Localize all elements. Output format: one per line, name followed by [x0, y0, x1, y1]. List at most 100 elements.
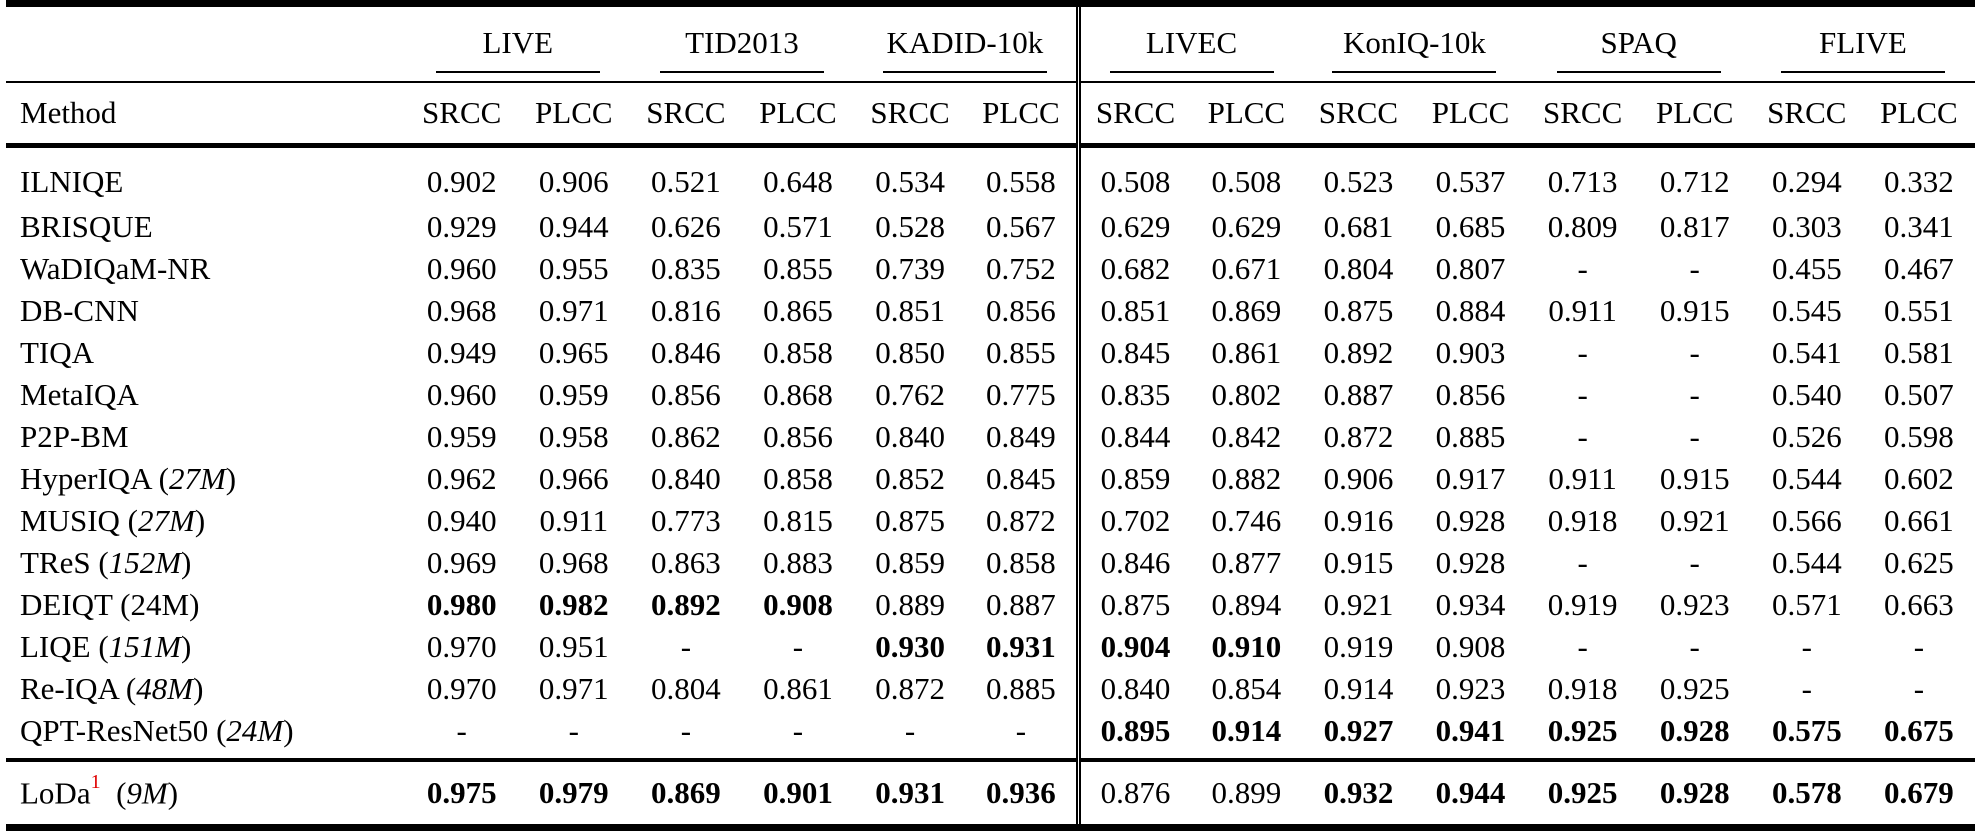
method-name: P2P-BM	[20, 419, 129, 454]
score-cell: 0.762	[875, 377, 945, 412]
empty-header-cell	[6, 4, 406, 83]
score-cell: -	[1913, 671, 1925, 706]
paren-close: )	[181, 629, 192, 664]
score-cell: 0.865	[763, 293, 833, 328]
score-cell: 0.875	[1075, 584, 1191, 626]
score-cell: 0.571	[1771, 587, 1842, 622]
method-name-cell: Re-IQA (48M)	[6, 668, 406, 710]
table-row: LoDa1 (9M) 0.975 0.979 0.869 0.901 0.931 0.936…	[6, 760, 1975, 828]
method-name: TIQA	[20, 335, 95, 370]
score-cell: 0.861	[1211, 335, 1282, 370]
table-row: HyperIQA (27M) 0.962 0.966 0.840 0.858 0.852 0…	[6, 458, 1975, 500]
score-cell: 0.921	[1323, 587, 1394, 622]
param-count: 9M	[126, 775, 168, 811]
iqa-comparison-table: LIVE TID2013 KADID-10k LIVEC KonIQ-10k SPAQ FL…	[6, 0, 1975, 831]
score-cell: 0.882	[1211, 461, 1282, 496]
table-header: LIVE TID2013 KADID-10k LIVEC KonIQ-10k SPAQ FL…	[6, 3, 1975, 146]
score-cell: 0.534	[875, 164, 945, 199]
score-cell: 0.835	[651, 251, 721, 286]
metric-header-plcc: PLCC	[1431, 95, 1510, 130]
score-cell: 0.629	[1211, 209, 1282, 244]
score-cell: -	[1913, 629, 1925, 664]
dataset-header-live: LIVE	[406, 4, 630, 83]
score-cell: 0.906	[538, 164, 609, 199]
score-cell: 0.929	[426, 209, 497, 244]
score-cell: 0.927	[1323, 713, 1394, 748]
score-cell: 0.629	[1075, 206, 1191, 248]
score-cell: -	[456, 713, 467, 748]
score-cell: 0.966	[538, 461, 609, 496]
method-name-cell: DEIQT (24M)	[6, 584, 406, 626]
paren-close: )	[283, 713, 294, 748]
param-count: 152M	[108, 545, 182, 580]
score-cell: 0.982	[538, 587, 609, 622]
score-cell: 0.883	[763, 545, 833, 580]
score-cell: 0.852	[875, 461, 945, 496]
score-cell: 0.815	[763, 503, 833, 538]
table-row: MUSIQ (27M) 0.940 0.911 0.773 0.815 0.875 0.87…	[6, 500, 1975, 542]
table-row: DEIQT (24M) 0.980 0.982 0.892 0.908 0.889 0.88…	[6, 584, 1975, 626]
score-cell: 0.303	[1771, 209, 1842, 244]
metric-header-plcc: PLCC	[759, 95, 837, 130]
method-name-cell: TIQA	[6, 332, 406, 374]
score-cell: 0.884	[1435, 293, 1506, 328]
method-name-cell: MUSIQ (27M)	[6, 500, 406, 542]
metric-header-srcc: SRCC	[1075, 82, 1191, 146]
score-cell: 0.566	[1771, 503, 1842, 538]
method-name: BRISQUE	[20, 209, 153, 244]
footnote-marker[interactable]: 1	[90, 770, 101, 793]
dataset-header-spaq: SPAQ	[1527, 4, 1751, 83]
metric-header-plcc: PLCC	[535, 95, 613, 130]
score-cell: 0.851	[1075, 290, 1191, 332]
score-cell: 0.842	[1211, 419, 1282, 454]
score-cell: 0.911	[1548, 461, 1617, 496]
score-cell: 0.875	[1323, 293, 1394, 328]
score-cell: 0.919	[1547, 587, 1618, 622]
score-cell: 0.675	[1884, 713, 1954, 748]
paren-open: (	[112, 587, 131, 622]
score-cell: 0.872	[875, 671, 945, 706]
score-cell: 0.889	[875, 587, 945, 622]
method-name-cell: MetaIQA	[6, 374, 406, 416]
metric-header-plcc: PLCC	[982, 95, 1060, 130]
score-cell: 0.906	[1323, 461, 1394, 496]
metric-header-plcc: PLCC	[1207, 95, 1286, 130]
score-cell: 0.679	[1884, 775, 1954, 810]
score-cell: 0.467	[1884, 251, 1954, 286]
score-cell: 0.544	[1771, 545, 1842, 580]
score-cell: -	[1015, 713, 1027, 748]
method-name: MUSIQ	[20, 503, 120, 538]
score-cell: 0.901	[763, 775, 833, 810]
paren-close: )	[194, 503, 206, 538]
score-cell: 0.802	[1211, 377, 1282, 412]
score-cell: 0.856	[651, 377, 721, 412]
score-cell: 0.951	[538, 629, 609, 664]
score-cell: 0.970	[426, 629, 497, 664]
score-cell: 0.904	[1075, 626, 1191, 668]
paren-open: (	[119, 503, 138, 538]
score-cell: 0.648	[763, 164, 833, 199]
score-cell: 0.940	[426, 503, 497, 538]
score-cell: 0.752	[986, 251, 1056, 286]
score-cell: 0.918	[1547, 671, 1618, 706]
method-name-cell: ILNIQE	[6, 146, 406, 207]
score-cell: 0.681	[1323, 209, 1394, 244]
baseline-methods-body: ILNIQE 0.902 0.906 0.521 0.648 0.534 0.558 0.50…	[6, 145, 1975, 760]
score-cell: 0.578	[1771, 775, 1842, 810]
score-cell: 0.941	[1435, 713, 1506, 748]
score-cell: 0.960	[426, 251, 497, 286]
score-cell: 0.916	[1323, 503, 1394, 538]
score-cell: 0.455	[1771, 251, 1842, 286]
score-cell: 0.856	[986, 293, 1056, 328]
score-cell: 0.661	[1884, 503, 1954, 538]
score-cell: 0.663	[1884, 587, 1954, 622]
table-row: BRISQUE 0.929 0.944 0.626 0.571 0.528 0.567 0.6…	[6, 206, 1975, 248]
dataset-header-koniq-10k: KonIQ-10k	[1302, 4, 1526, 83]
score-cell: 0.846	[1075, 542, 1191, 584]
score-cell: 0.959	[538, 377, 609, 412]
score-cell: 0.872	[1323, 419, 1394, 454]
metric-header-srcc: SRCC	[870, 95, 950, 130]
score-cell: 0.702	[1075, 500, 1191, 542]
paren-close: )	[189, 587, 200, 622]
dataset-name: KonIQ-10k	[1332, 25, 1497, 73]
